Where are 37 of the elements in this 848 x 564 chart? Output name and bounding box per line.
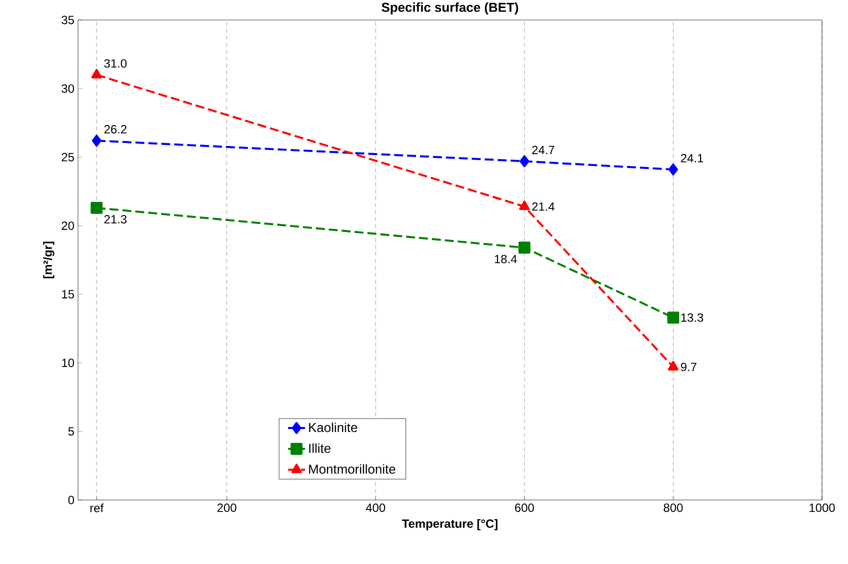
y-tick-label: 25 <box>62 152 74 162</box>
data-label: 21.4 <box>532 202 554 211</box>
data-label: 31.0 <box>104 59 127 68</box>
y-tick-label: 30 <box>62 84 74 93</box>
legend-label: Montmorillonite <box>309 464 396 474</box>
x-axis-title: Temperature [°C] <box>402 519 498 530</box>
point <box>90 202 103 214</box>
y-tick-label: 0 <box>68 496 74 504</box>
data-label: 18.4 <box>494 254 517 264</box>
y-tick-label: 5 <box>68 427 74 436</box>
legend-label: Kaolinite <box>309 422 358 432</box>
x-tick-label: 1000 <box>810 504 835 512</box>
point <box>519 200 530 210</box>
y-tick-label: 15 <box>62 290 74 298</box>
x-tick-label: 800 <box>664 504 683 512</box>
y-tick-label: 35 <box>62 16 74 24</box>
point <box>668 163 678 176</box>
y-axis-title: [m²/gr] <box>43 242 54 278</box>
x-tick-label: ref <box>90 504 104 512</box>
data-label: 13.3 <box>681 313 704 322</box>
point <box>520 155 530 168</box>
point <box>518 242 530 254</box>
y-tick-label: 20 <box>62 221 74 230</box>
point <box>92 134 102 147</box>
point <box>667 312 680 324</box>
data-label: 9.7 <box>680 362 696 372</box>
x-tick-label: 600 <box>515 504 534 512</box>
data-label: 26.2 <box>104 125 126 134</box>
y-tick-label: 10 <box>62 358 74 368</box>
x-tick-label: 200 <box>217 504 236 512</box>
data-label: 24.1 <box>680 154 704 162</box>
data-label: 24.7 <box>532 146 554 154</box>
data-label: 21.3 <box>104 215 127 224</box>
point <box>91 68 102 78</box>
x-tick-label: 400 <box>366 504 386 512</box>
chart-title: Specific surface (BET) <box>382 2 518 14</box>
legend-label: Illite <box>309 443 331 453</box>
